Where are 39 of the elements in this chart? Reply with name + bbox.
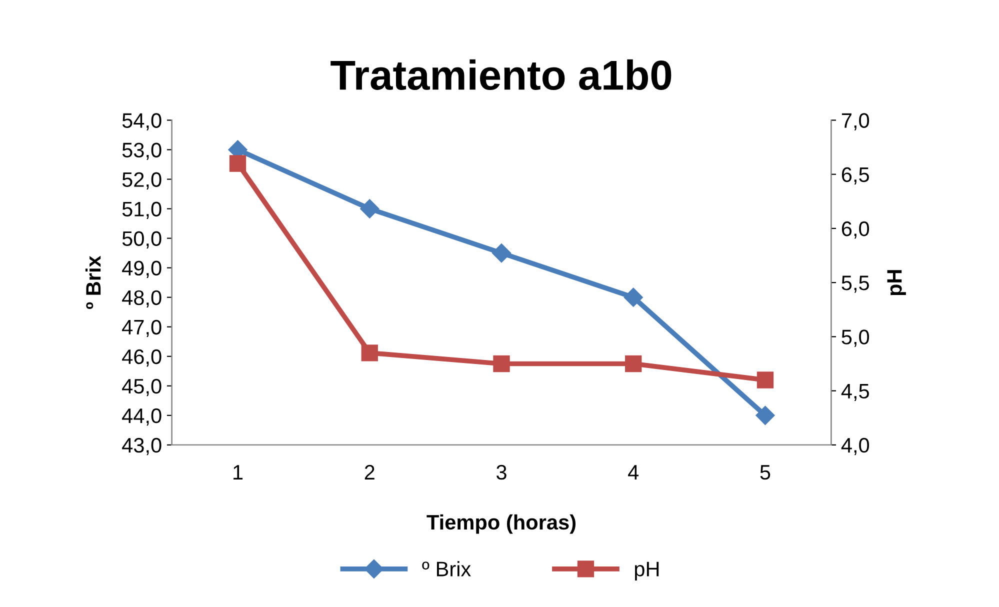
y2-tick-label: 6,0 — [842, 221, 870, 239]
y-tick-label: 48,0 — [122, 290, 162, 308]
y2-tick-label: 6,5 — [842, 167, 869, 185]
y2-tick-label: 5,5 — [842, 276, 869, 293]
point — [756, 406, 775, 425]
point — [756, 372, 774, 388]
y-tick-label: 44,0 — [122, 408, 162, 426]
y2-tick-label: 5,0 — [842, 330, 870, 347]
y2-tick-label: 7,0 — [842, 113, 870, 130]
x-tick-label: 1 — [234, 465, 243, 480]
y-tick-label: 51,0 — [122, 202, 162, 219]
y-tick-label: 50,0 — [122, 231, 162, 248]
point — [361, 344, 378, 362]
point — [624, 288, 643, 307]
point — [492, 244, 512, 263]
y2-tick-label: 4,0 — [841, 438, 870, 456]
y-tick-label: 54,0 — [122, 113, 162, 130]
y-tick-label: 43,0 — [122, 438, 162, 456]
y-tick-label: 46,0 — [122, 349, 162, 367]
y2-axis-title: pH — [887, 270, 906, 296]
point — [229, 155, 246, 172]
y-tick-label: 47,0 — [122, 320, 162, 338]
x-tick-label: 2 — [364, 464, 374, 480]
point — [493, 355, 510, 372]
y-tick-label: 45,0 — [122, 378, 162, 396]
legend-label: º Brix — [422, 561, 471, 576]
x-axis-title: Tiempo (horas) — [426, 514, 576, 534]
y-tick-label: 49,0 — [122, 260, 162, 278]
chart-title: Tratamiento a1b0 — [330, 59, 672, 90]
x-tick-label: 3 — [496, 464, 506, 480]
x-tick-label: 5 — [760, 465, 770, 480]
y-axis-title: º Brix — [85, 256, 101, 310]
point — [360, 199, 380, 218]
legend-label: pH — [635, 562, 659, 581]
y-tick-label: 53,0 — [122, 142, 162, 160]
point — [625, 355, 642, 372]
y2-tick-label: 4,5 — [841, 384, 869, 402]
y-tick-label: 52,0 — [122, 172, 162, 190]
x-tick-label: 4 — [628, 465, 639, 480]
